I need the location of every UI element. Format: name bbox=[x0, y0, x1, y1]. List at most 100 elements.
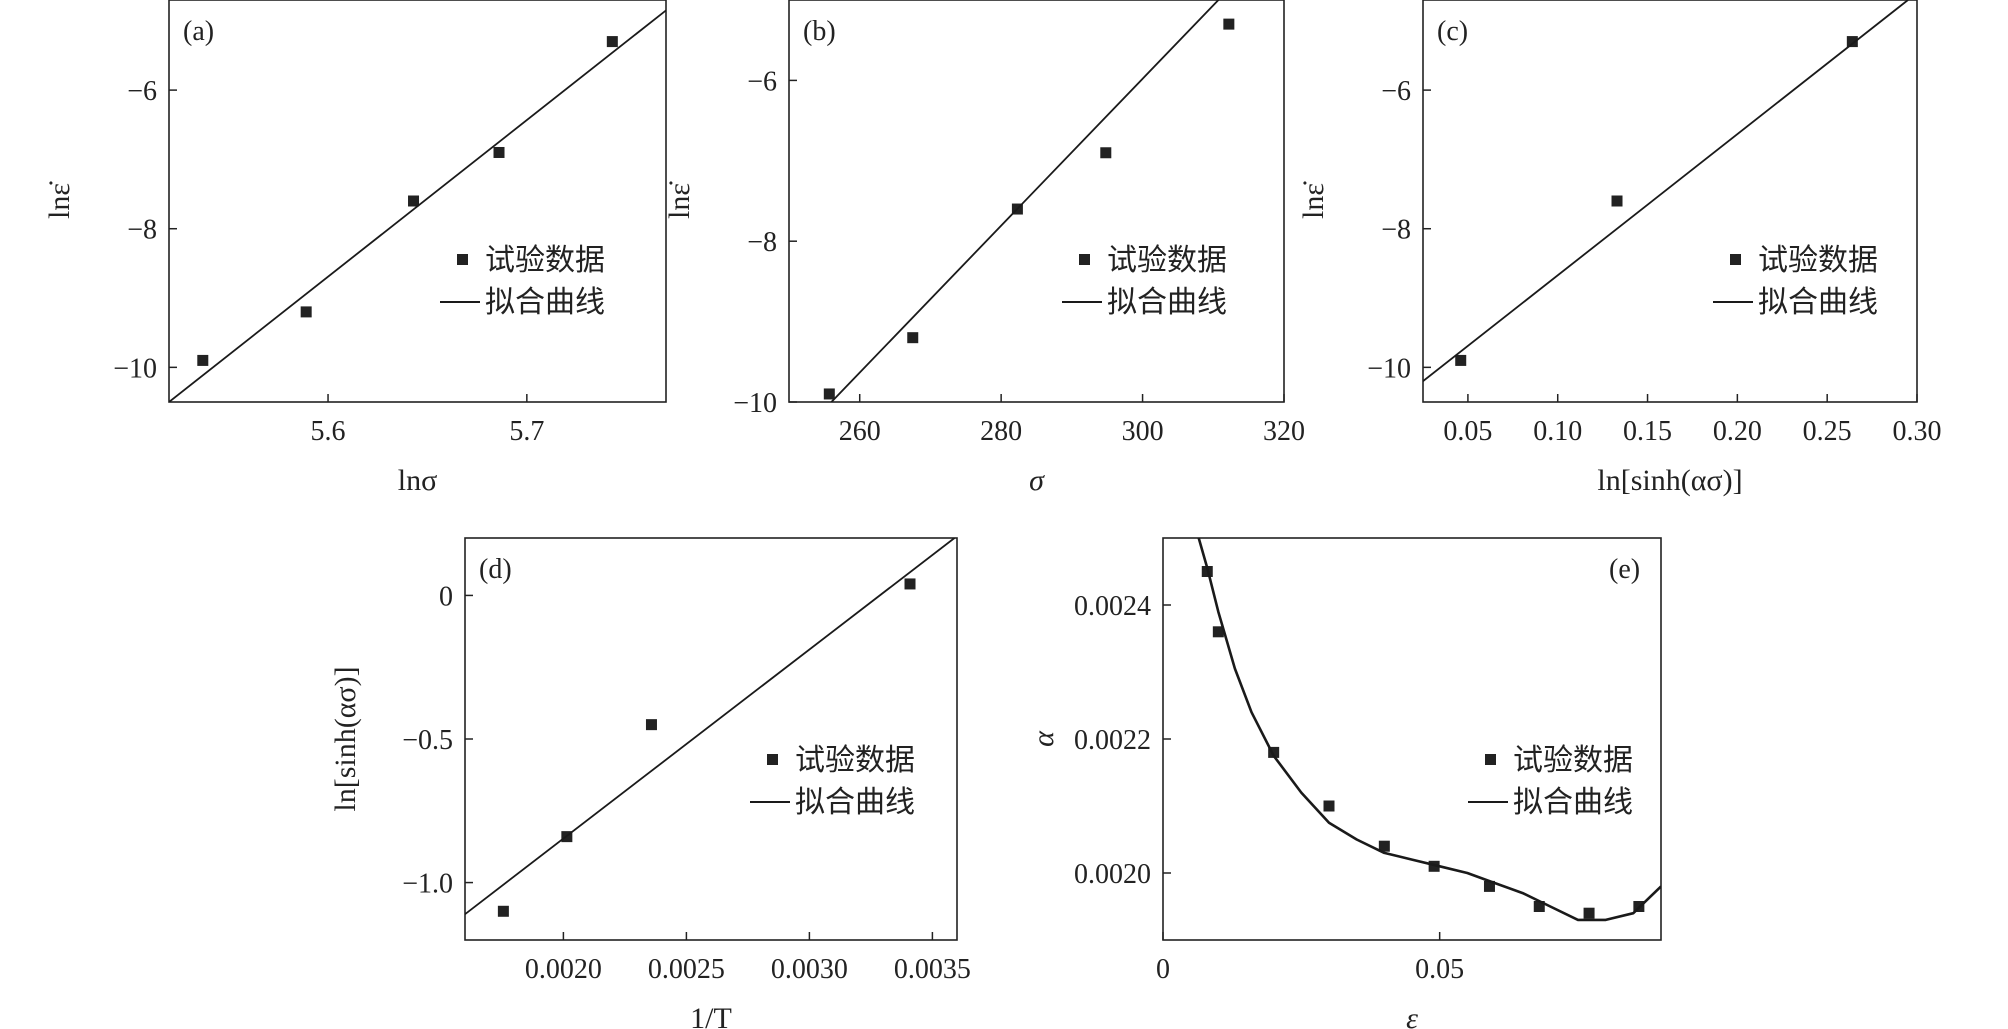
x-tick-label: 0.05 bbox=[1415, 954, 1464, 985]
panel-label: (b) bbox=[803, 16, 836, 47]
y-tick-label: 0.0022 bbox=[1074, 725, 1151, 756]
data-point bbox=[1268, 746, 1280, 758]
x-tick-label: 0.30 bbox=[1893, 416, 1942, 447]
panel-label: (d) bbox=[479, 554, 512, 585]
plot-frame bbox=[1422, 0, 1918, 403]
fit-line bbox=[1197, 538, 1661, 922]
legend-marker-icon bbox=[1485, 754, 1496, 765]
legend-data-label: 试验数据 bbox=[1758, 244, 1878, 277]
x-tick-label: 5.7 bbox=[509, 416, 544, 447]
x-tick-label: 0.25 bbox=[1803, 416, 1852, 447]
chart-panel-c: 0.05 0.10 0.15 0.20 0.25 0.30 −10 −8 −6 ln[sinh(α… bbox=[1297, 0, 1942, 497]
fit-line bbox=[830, 0, 1220, 402]
data-point bbox=[1100, 147, 1112, 159]
x-tick-label: 0.20 bbox=[1713, 416, 1762, 447]
panel-label: (c) bbox=[1437, 16, 1468, 47]
legend-marker-icon bbox=[457, 254, 468, 265]
x-tick-label: 0.0035 bbox=[894, 954, 971, 985]
data-point bbox=[907, 332, 919, 344]
x-tick-label: 5.6 bbox=[311, 416, 346, 447]
legend-fit-label: 拟合曲线 bbox=[485, 286, 605, 319]
y-tick-label: −6 bbox=[127, 76, 157, 107]
legend-data-label: 试验数据 bbox=[1513, 744, 1633, 777]
y-tick-label: −1.0 bbox=[402, 869, 453, 900]
data-point bbox=[645, 719, 657, 731]
fit-line bbox=[1423, 0, 1909, 382]
y-tick-label: −6 bbox=[747, 66, 777, 97]
x-tick-label: 0 bbox=[1156, 954, 1170, 985]
plot-frame bbox=[788, 0, 1285, 403]
data-point bbox=[1323, 800, 1335, 812]
x-axis-title: σ bbox=[1029, 464, 1045, 497]
data-point bbox=[300, 306, 312, 318]
fit-line bbox=[465, 538, 956, 915]
x-tick-label: 0.15 bbox=[1623, 416, 1672, 447]
legend-fit-label: 拟合曲线 bbox=[1107, 286, 1227, 319]
legend-fit-label: 拟合曲线 bbox=[1513, 786, 1633, 819]
plot-frame bbox=[1162, 537, 1662, 941]
x-axis-title: ε bbox=[1406, 1002, 1418, 1029]
data-point bbox=[1378, 840, 1390, 852]
data-point bbox=[1428, 860, 1440, 872]
y-tick-label: −10 bbox=[113, 353, 157, 384]
legend-marker-icon bbox=[1730, 254, 1741, 265]
data-point bbox=[823, 388, 835, 400]
data-point bbox=[1846, 36, 1858, 48]
x-tick-label: 0.0025 bbox=[648, 954, 725, 985]
legend-data-label: 试验数据 bbox=[795, 744, 915, 777]
data-point bbox=[904, 578, 916, 590]
fit-line bbox=[169, 9, 666, 402]
legend-marker-icon bbox=[767, 754, 778, 765]
y-tick-label: −8 bbox=[747, 227, 777, 258]
y-axis-title: α bbox=[1027, 730, 1060, 747]
data-point bbox=[1611, 195, 1623, 207]
x-axis-title: 1/T bbox=[690, 1002, 732, 1029]
panel-label: (a) bbox=[183, 16, 214, 47]
data-point bbox=[1223, 18, 1235, 30]
y-tick-label: −10 bbox=[733, 388, 777, 419]
data-point bbox=[493, 146, 505, 158]
data-point bbox=[1533, 901, 1545, 912]
x-axis-title: ln[sinh(ασ)] bbox=[1597, 464, 1742, 497]
data-point bbox=[408, 195, 420, 207]
x-tick-label: 0.0020 bbox=[525, 954, 602, 985]
panel-label: (e) bbox=[1609, 554, 1640, 585]
x-tick-label: 280 bbox=[980, 416, 1022, 447]
y-tick-label: −0.5 bbox=[402, 725, 453, 756]
y-tick-label: 0.0024 bbox=[1074, 591, 1151, 622]
x-tick-label: 0.10 bbox=[1533, 416, 1582, 447]
plot-frame bbox=[168, 0, 667, 403]
legend-marker-icon bbox=[1079, 254, 1090, 265]
legend-fit-label: 拟合曲线 bbox=[1758, 286, 1878, 319]
data-point bbox=[1483, 880, 1495, 892]
y-axis-title: lnε̇ bbox=[663, 181, 696, 219]
legend-fit-label: 拟合曲线 bbox=[795, 786, 915, 819]
y-tick-label: 0.0020 bbox=[1074, 859, 1151, 890]
y-tick-label: 0 bbox=[439, 581, 453, 612]
data-point bbox=[197, 354, 209, 366]
plot-frame bbox=[464, 537, 958, 941]
legend-data-label: 试验数据 bbox=[1107, 244, 1227, 277]
x-tick-label: 0.0030 bbox=[771, 954, 848, 985]
y-axis-title: lnε̇ bbox=[1297, 181, 1330, 219]
x-tick-label: 300 bbox=[1122, 416, 1164, 447]
y-axis-title: ln[sinh(ασ)] bbox=[329, 666, 362, 811]
y-tick-label: −10 bbox=[1367, 353, 1411, 384]
y-tick-label: −8 bbox=[1381, 215, 1411, 246]
y-tick-label: −8 bbox=[127, 215, 157, 246]
data-point bbox=[497, 905, 509, 917]
data-point bbox=[1583, 907, 1595, 919]
data-point bbox=[1455, 354, 1467, 366]
legend-data-label: 试验数据 bbox=[485, 244, 605, 277]
y-tick-label: −6 bbox=[1381, 76, 1411, 107]
data-point bbox=[1212, 626, 1224, 638]
